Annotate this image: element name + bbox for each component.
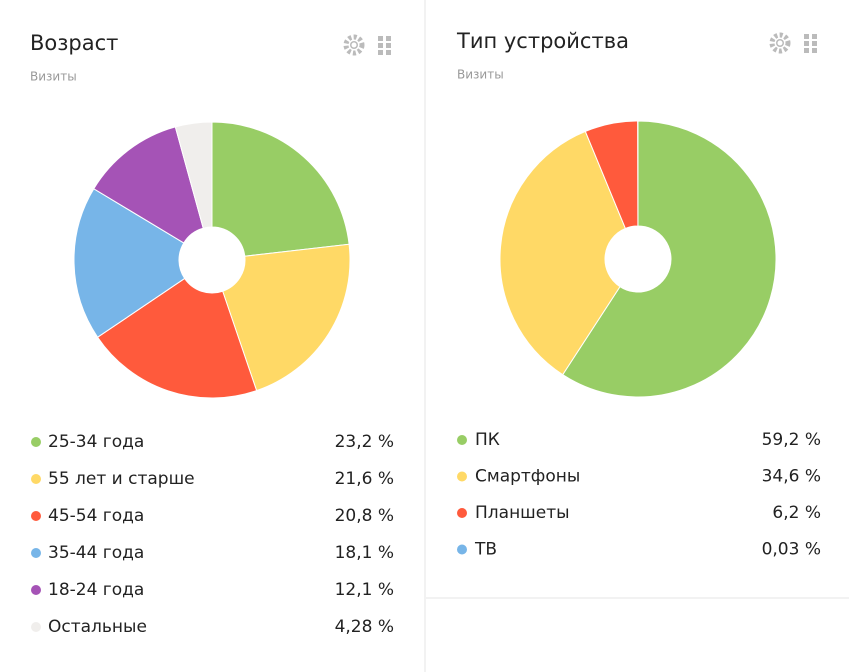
legend-value: 4,28 % [335, 617, 394, 637]
legend-label: 45-54 года [48, 506, 144, 526]
donut-slice [222, 243, 351, 392]
donut-slice [73, 188, 186, 338]
legend-value: 12,1 % [335, 580, 394, 600]
widget-title: Возраст [30, 31, 118, 55]
drag-icon[interactable] [804, 34, 817, 53]
legend-value: 34,6 % [762, 467, 821, 487]
donut-slice [562, 120, 777, 398]
legend-value: 59,2 % [762, 430, 821, 450]
legend-value: 23,2 % [335, 432, 394, 452]
widget-title: Тип устройства [456, 29, 629, 53]
legend-label: 25-34 года [48, 432, 144, 452]
donut-slice [96, 277, 258, 399]
legend-dot [31, 622, 41, 632]
legend-value: 0,03 % [762, 540, 821, 560]
legend-label: ПК [475, 430, 500, 450]
settings-icon[interactable] [769, 32, 791, 54]
legend-label: ТВ [474, 540, 497, 560]
legend-label: Планшеты [475, 503, 570, 523]
donut-slice [174, 121, 213, 229]
donut-slice [499, 130, 627, 376]
donut-slice [93, 126, 204, 244]
legend-dot [457, 508, 467, 518]
legend-dot [457, 544, 467, 555]
widget-subtitle: Визиты [457, 68, 504, 82]
legend-dot [31, 585, 41, 595]
legend-value: 18,1 % [335, 543, 394, 563]
legend-label: Остальные [48, 617, 147, 637]
legend-value: 6,2 % [772, 503, 821, 523]
legend-value: 20,8 % [335, 506, 394, 526]
legend-dot [31, 437, 41, 447]
legend-dot [31, 474, 41, 484]
legend-dot [457, 471, 467, 482]
legend-dot [31, 511, 41, 521]
settings-icon[interactable] [343, 34, 365, 56]
legend-label: 55 лет и старше [48, 469, 195, 489]
legend-label: Смартфоны [475, 467, 580, 487]
donut-slice [211, 121, 350, 257]
widget-subtitle: Визиты [30, 70, 77, 84]
drag-icon[interactable] [378, 36, 391, 55]
legend-value: 21,6 % [335, 469, 394, 489]
legend-dot [31, 548, 41, 558]
legend-label: 35-44 года [48, 543, 144, 563]
legend-label: 18-24 года [48, 580, 144, 600]
legend-dot [457, 435, 467, 445]
